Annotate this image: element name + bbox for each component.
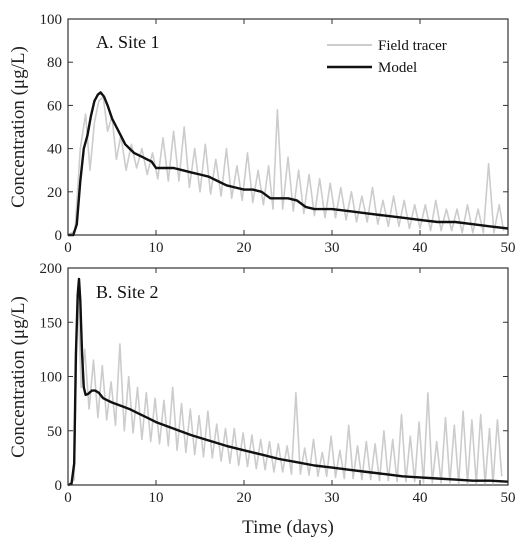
panel-a-model-line xyxy=(68,91,509,237)
panel-b-x-tick-label: 30 xyxy=(325,490,340,506)
panel-b-x-tick-label: 50 xyxy=(501,490,516,506)
panel-a-y-tick-label: 20 xyxy=(47,185,62,201)
panel-a-x-ticks: 0 10 20 30 40 50 xyxy=(64,19,516,256)
panel-a-x-tick-label: 10 xyxy=(149,240,164,256)
panel-a-y-ticks: 0 20 40 60 80 100 xyxy=(40,12,508,244)
panel-a: 0 20 40 60 80 100 0 10 20 30 40 50 A. Site 1 Field… xyxy=(8,12,516,256)
legend-field-tracer-label: Field tracer xyxy=(378,38,447,54)
panel-a-y-axis-title: Concentration (μg/L) xyxy=(8,46,29,208)
panel-a-field-tracer-line xyxy=(67,96,505,236)
panel-a-y-tick-label: 100 xyxy=(40,12,63,28)
panel-b-y-axis-title: Concentration (μg/L) xyxy=(8,296,29,458)
panel-b-title: B. Site 2 xyxy=(96,282,159,302)
panel-b-x-tick-label: 10 xyxy=(149,490,164,506)
panel-b-y-tick-label: 200 xyxy=(40,261,63,277)
panel-b-y-tick-label: 100 xyxy=(40,370,63,386)
panel-b-y-tick-label: 150 xyxy=(40,315,63,331)
panel-b-x-ticks: 0 10 20 30 40 50 xyxy=(64,268,516,506)
legend: Field tracer Model xyxy=(327,38,447,76)
panel-a-y-tick-label: 80 xyxy=(47,55,62,71)
panel-a-x-tick-label: 0 xyxy=(64,240,72,256)
legend-model-label: Model xyxy=(378,60,417,76)
panel-a-x-tick-label: 40 xyxy=(413,240,428,256)
panel-b-y-tick-label: 0 xyxy=(55,478,63,494)
panel-b-y-tick-label: 50 xyxy=(47,424,62,440)
panel-a-x-tick-label: 50 xyxy=(501,240,516,256)
panel-b-x-tick-label: 40 xyxy=(413,490,428,506)
panel-a-x-tick-label: 30 xyxy=(325,240,340,256)
panel-b-x-tick-label: 20 xyxy=(237,490,252,506)
panel-a-title: A. Site 1 xyxy=(96,32,160,52)
panel-a-y-tick-label: 40 xyxy=(47,142,62,158)
panel-a-y-tick-label: 0 xyxy=(55,228,63,244)
panel-a-x-tick-label: 20 xyxy=(237,240,252,256)
x-axis-title: Time (days) xyxy=(242,517,334,538)
panel-a-y-tick-label: 60 xyxy=(47,98,62,114)
panel-b-x-tick-label: 0 xyxy=(64,490,72,506)
panel-b-y-ticks: 0 50 100 150 200 xyxy=(40,261,508,494)
panel-b-model-line xyxy=(67,277,509,487)
panel-b: 0 50 100 150 200 0 10 20 30 40 50 B. Site 2 Conce… xyxy=(8,261,516,538)
